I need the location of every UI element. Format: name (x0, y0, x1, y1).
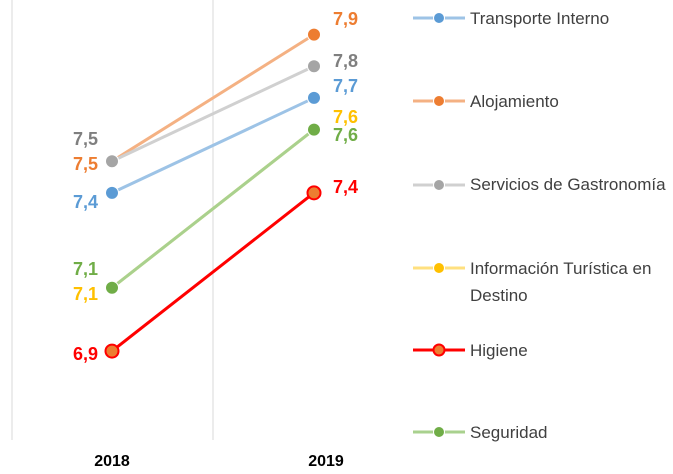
data-label: 7,8 (333, 51, 358, 71)
series-line (111, 191, 315, 353)
data-label: 7,9 (333, 9, 358, 29)
legend-marker (433, 12, 445, 24)
legend-label: Transporte Interno (470, 9, 610, 28)
legend-label: Alojamiento (470, 92, 559, 111)
data-point (307, 122, 321, 137)
legend-marker (433, 179, 445, 191)
data-label: 7,4 (73, 192, 98, 212)
data-point (306, 185, 322, 201)
legend-marker (432, 343, 446, 357)
x-tick-label: 2018 (94, 453, 130, 470)
legend-marker (433, 95, 445, 107)
series-line (111, 33, 315, 163)
legend-marker (433, 262, 445, 274)
legend-marker (433, 426, 445, 438)
data-point (104, 343, 120, 359)
data-label: 7,1 (73, 284, 98, 304)
data-point (105, 154, 119, 169)
series-line (111, 64, 315, 163)
data-point (105, 185, 119, 200)
legend-label: Higiene (470, 341, 528, 360)
data-label: 7,5 (73, 129, 98, 149)
data-label: 6,9 (73, 344, 98, 364)
data-point (307, 27, 321, 42)
data-label: 7,4 (333, 177, 358, 197)
data-label: 7,7 (333, 76, 358, 96)
legend-label: Información Turística en Destino (470, 259, 652, 305)
data-point (307, 90, 321, 105)
data-label: 7,5 (73, 154, 98, 174)
series-line (111, 96, 315, 195)
data-label: 7,6 (333, 107, 358, 127)
data-point (105, 280, 119, 295)
data-label: 7,6 (333, 125, 358, 145)
series-line (111, 128, 315, 289)
legend-label: Servicios de Gastronomía (470, 175, 666, 194)
data-label: 7,1 (73, 259, 98, 279)
data-point (307, 59, 321, 74)
x-tick-label: 2019 (308, 453, 344, 470)
legend-label: Seguridad (470, 423, 548, 442)
